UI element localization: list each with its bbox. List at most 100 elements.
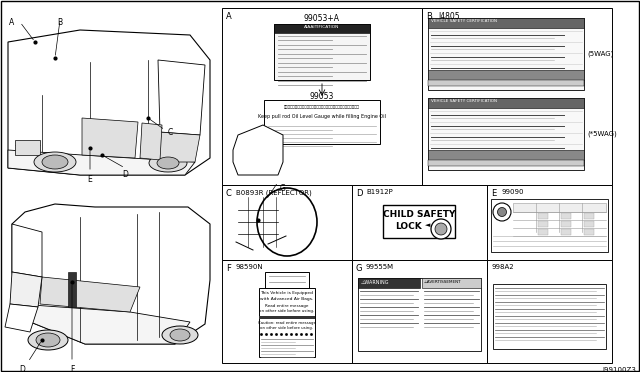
Text: This Vehicle is Equipped: This Vehicle is Equipped (260, 291, 314, 295)
Text: E: E (491, 189, 496, 198)
Bar (561, 213, 571, 219)
Polygon shape (18, 304, 190, 344)
Text: 99090: 99090 (501, 189, 524, 195)
Bar (259, 288, 315, 357)
Polygon shape (233, 125, 283, 175)
Polygon shape (8, 150, 195, 175)
Text: B: B (426, 12, 432, 21)
Bar (584, 213, 594, 219)
Ellipse shape (36, 333, 60, 347)
Bar (352, 185, 487, 260)
Bar (222, 8, 422, 185)
Polygon shape (8, 30, 210, 175)
Text: ⚠AVERTISSEMENT: ⚠AVERTISSEMENT (424, 279, 461, 283)
Bar (428, 18, 584, 90)
Bar (358, 278, 420, 288)
Bar (274, 24, 370, 80)
Text: I4805: I4805 (438, 12, 460, 21)
Text: B: B (58, 18, 63, 27)
Text: G: G (356, 264, 362, 273)
Ellipse shape (493, 203, 511, 221)
Text: C: C (168, 128, 173, 137)
Text: Keep pull rod Oil Level Gauge while filling Engine Oil: Keep pull rod Oil Level Gauge while fill… (258, 114, 386, 119)
Ellipse shape (257, 188, 317, 256)
Text: A: A (226, 12, 232, 21)
Bar (561, 221, 571, 227)
Bar (428, 150, 584, 160)
Text: CHILD SAFETY: CHILD SAFETY (383, 210, 455, 219)
Bar (538, 229, 548, 235)
Ellipse shape (157, 157, 179, 169)
Ellipse shape (42, 155, 68, 169)
Ellipse shape (497, 208, 506, 217)
Polygon shape (158, 60, 205, 135)
Bar (491, 199, 608, 252)
Text: Caution: read entire message: Caution: read entire message (258, 321, 316, 325)
Text: ◄: ◄ (425, 222, 430, 228)
Bar (15, 140, 40, 155)
Bar (428, 160, 584, 166)
Bar (584, 229, 594, 235)
Bar (487, 185, 612, 260)
Ellipse shape (34, 152, 76, 172)
Bar (68, 272, 76, 307)
Polygon shape (82, 118, 138, 158)
Bar (259, 316, 315, 319)
Bar (538, 213, 548, 219)
Bar (274, 24, 370, 33)
Polygon shape (40, 277, 140, 312)
Bar (383, 205, 455, 238)
Text: 99555M: 99555M (366, 264, 394, 270)
Text: F: F (226, 264, 231, 273)
Bar (428, 80, 584, 86)
Bar (538, 221, 548, 227)
Text: with Advanced Air Bags.: with Advanced Air Bags. (260, 297, 314, 301)
Text: Read entire message: Read entire message (266, 304, 308, 308)
Text: D: D (122, 170, 128, 179)
Bar (264, 100, 380, 144)
Text: J99100Z3: J99100Z3 (602, 367, 636, 372)
Text: on other side before using.: on other side before using. (260, 326, 314, 330)
Ellipse shape (435, 223, 447, 235)
Text: 99053+A: 99053+A (304, 14, 340, 23)
Text: (5WAG): (5WAG) (587, 51, 613, 57)
Bar (584, 221, 594, 227)
Bar (428, 98, 584, 170)
Bar (222, 185, 352, 260)
Polygon shape (10, 272, 42, 307)
Bar (358, 278, 481, 351)
Text: 99053: 99053 (310, 92, 334, 101)
Bar (487, 260, 612, 363)
Ellipse shape (162, 326, 198, 344)
Bar (428, 98, 584, 108)
Text: G: G (280, 184, 286, 193)
Text: on other side before using.: on other side before using. (259, 309, 315, 313)
Bar (428, 18, 584, 28)
Polygon shape (12, 204, 210, 344)
Text: VEHICLE SAFETY CERTIFICATION: VEHICLE SAFETY CERTIFICATION (431, 19, 497, 23)
Polygon shape (140, 123, 162, 160)
Bar (422, 8, 612, 185)
Text: D: D (19, 365, 25, 372)
Text: C: C (226, 189, 232, 198)
Bar (422, 278, 481, 288)
Polygon shape (5, 304, 38, 332)
Text: LOCK: LOCK (396, 222, 422, 231)
Polygon shape (12, 224, 42, 277)
Text: F: F (70, 365, 74, 372)
Text: D: D (356, 189, 362, 198)
Text: 998A2: 998A2 (491, 264, 514, 270)
Text: ⚠WARNING: ⚠WARNING (361, 279, 390, 285)
Bar (493, 284, 606, 349)
Ellipse shape (431, 219, 451, 239)
Bar (222, 260, 352, 363)
Polygon shape (158, 132, 200, 162)
Ellipse shape (28, 330, 68, 350)
Text: (*5WAG): (*5WAG) (587, 131, 617, 137)
Text: B1912P: B1912P (366, 189, 393, 195)
Bar (352, 260, 487, 363)
Text: E: E (88, 175, 92, 184)
Text: AIAAITIFICATION: AIAAITIFICATION (304, 26, 340, 29)
Bar (513, 203, 606, 212)
Text: A: A (10, 18, 15, 27)
